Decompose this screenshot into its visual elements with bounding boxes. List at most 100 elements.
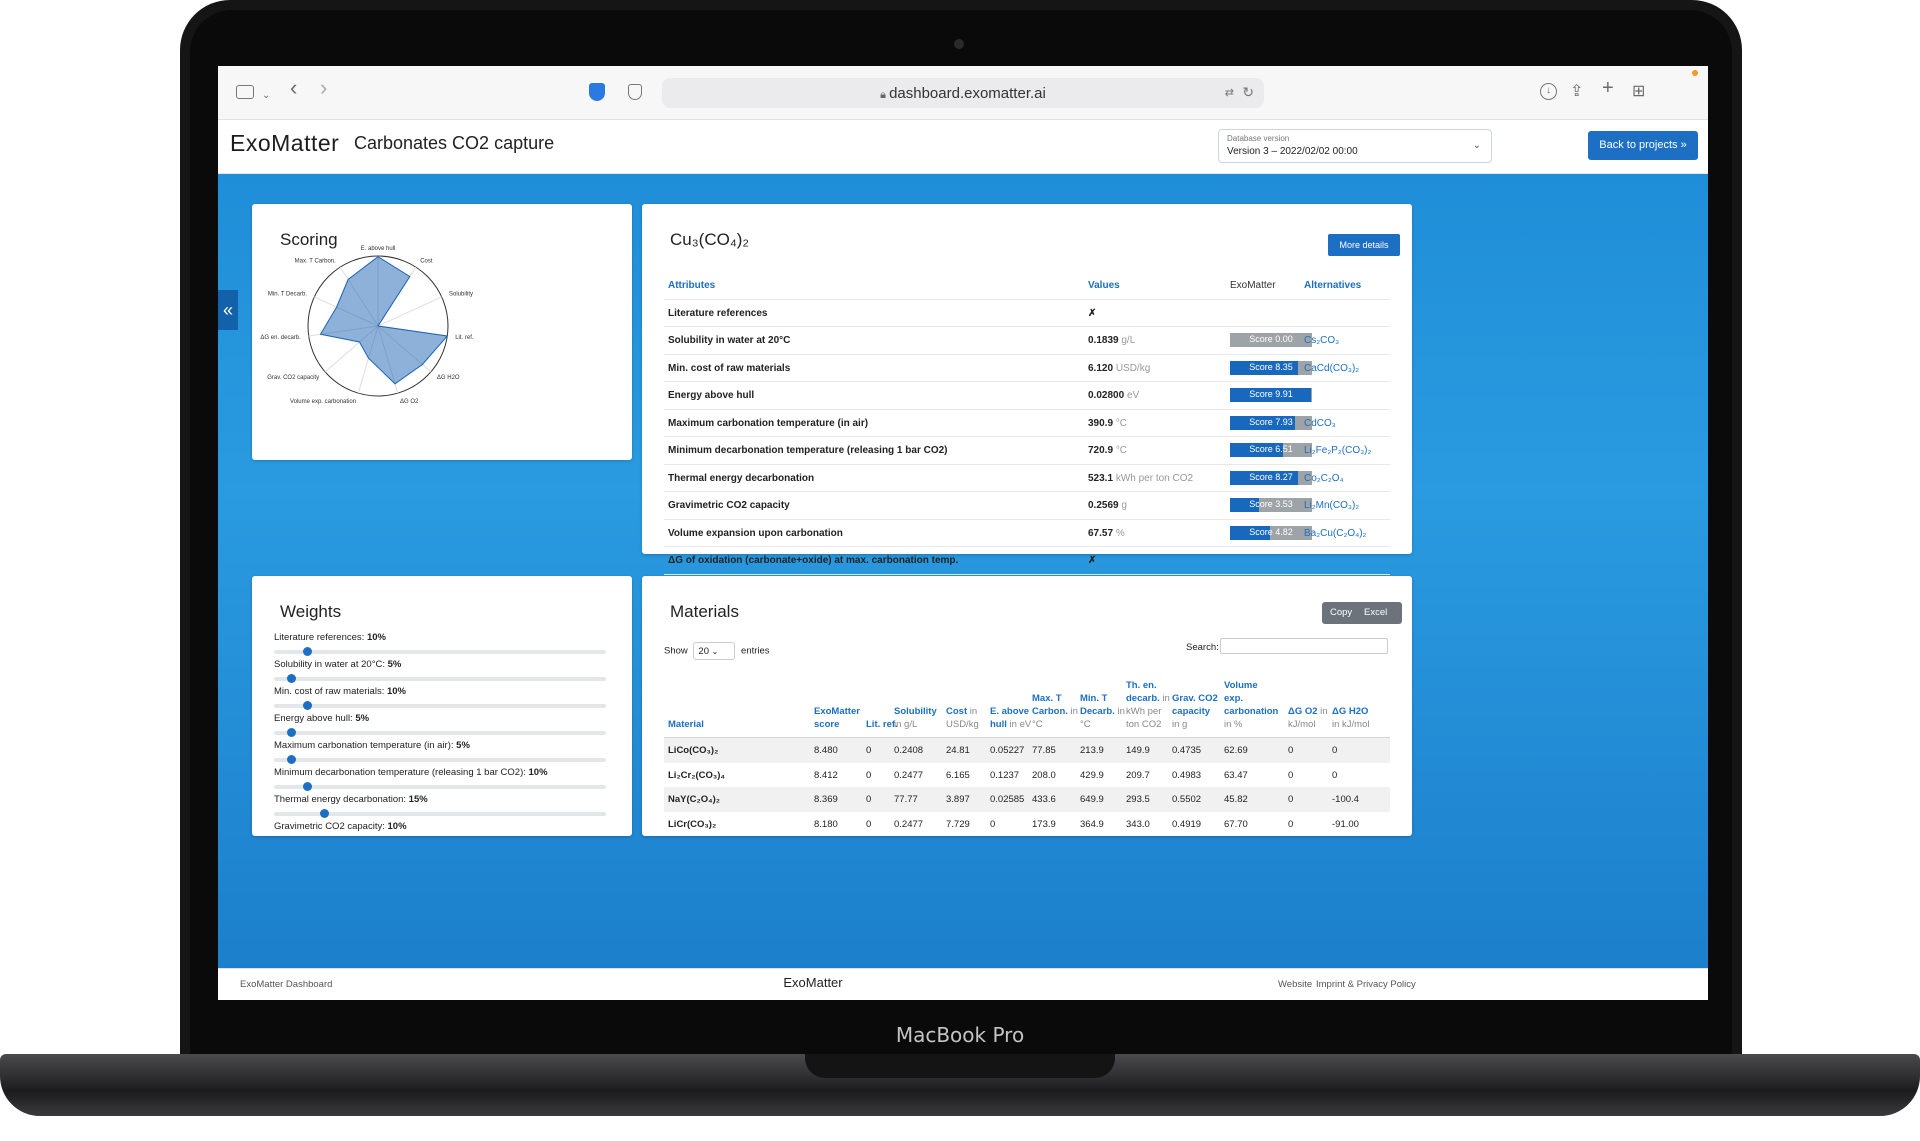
- table-cell: 77.85: [1032, 745, 1056, 756]
- details-row: Gravimetric CO2 capacity 0.2569 g Score 3.…: [664, 492, 1390, 520]
- imprint-link[interactable]: Imprint & Privacy Policy: [1316, 979, 1416, 990]
- column-header[interactable]: Cost in USD/kg: [946, 705, 992, 731]
- attribute-value: 0.2569 g: [1088, 500, 1127, 511]
- value-unit: eV: [1126, 390, 1140, 401]
- more-details-button[interactable]: More details: [1328, 234, 1400, 256]
- slider-thumb[interactable]: [286, 728, 296, 737]
- score-label: Score 8.27: [1249, 471, 1293, 482]
- content-area: « Scoring E. above hull Cost Solubility Lit…: [218, 174, 1708, 968]
- alternative-link[interactable]: Ba₂Cu(C₂O₄)₂: [1304, 527, 1367, 539]
- table-cell: 6.165: [946, 769, 970, 781]
- value-number: 523.1: [1088, 472, 1114, 484]
- value-number: 0.1839: [1088, 335, 1119, 346]
- page-title: Carbonates CO2 capture: [354, 133, 555, 153]
- back-icon[interactable]: ‹: [290, 75, 298, 100]
- slider-thumb[interactable]: [319, 809, 329, 818]
- footer-logo[interactable]: ExoMatter: [783, 975, 843, 990]
- column-name: Material: [668, 719, 704, 730]
- weight-slider[interactable]: [274, 782, 606, 791]
- back-to-projects-button[interactable]: Back to projects »: [1588, 131, 1698, 160]
- weight-slider[interactable]: [274, 809, 606, 818]
- column-header[interactable]: Th. en. decarb. in kWh per ton CO2: [1126, 679, 1172, 731]
- privacy-shield-icon[interactable]: [628, 84, 642, 100]
- table-row[interactable]: LiCo(CO₃)₂ 8.480 0 0.2408 24.81 0.05227 77.85 2…: [664, 738, 1390, 763]
- alternative-link[interactable]: Co₂C₂O₄: [1304, 472, 1344, 484]
- alternative-link[interactable]: CaCd(CO₃)₂: [1304, 362, 1360, 374]
- weight-slider[interactable]: [274, 674, 606, 683]
- weight-slider[interactable]: [274, 755, 606, 764]
- slider-thumb[interactable]: [303, 701, 313, 710]
- exomatter-logo[interactable]: ExoMatter: [230, 130, 340, 156]
- copy-button[interactable]: Copy: [1330, 607, 1353, 618]
- table-cell: 0.4735: [1172, 745, 1202, 756]
- table-row[interactable]: NaY(C₂O₄)₂ 8.369 0 77.77 3.897 0.02585 433.6 64…: [664, 787, 1390, 812]
- column-header[interactable]: Min. T Decarb. in °C: [1080, 692, 1126, 731]
- alternative-link[interactable]: Li₂Mn(CO₃)₂: [1304, 500, 1360, 511]
- table-row[interactable]: LiCr(CO₃)₂ 8.180 0 0.2477 7.729 0 173.9 364.9 34…: [664, 812, 1390, 837]
- column-header[interactable]: Material: [668, 718, 798, 731]
- excel-button[interactable]: Excel: [1364, 607, 1388, 618]
- table-cell: 0.2477: [894, 818, 924, 830]
- attribute-value: 67.57 %: [1088, 528, 1125, 539]
- browser-toolbar: ⌄ ‹ › 🔒︎ dashboard.exomatter.ai ⇄ ↻ ↓ ⇪ …: [218, 66, 1708, 120]
- sidebar-toggle-icon[interactable]: [236, 85, 254, 99]
- table-cell: 0: [866, 818, 872, 830]
- slider-thumb[interactable]: [303, 647, 313, 656]
- table-cell: 0.5502: [1172, 794, 1202, 805]
- weight-slider[interactable]: [274, 647, 606, 656]
- database-version-select[interactable]: Database version Version 3 – 2022/02/02 …: [1218, 129, 1492, 163]
- materials-table-body: LiCo(CO₃)₂ 8.480 0 0.2408 24.81 0.05227 77.85 2…: [664, 738, 1390, 836]
- weight-item: Energy above hull: 5%: [274, 713, 606, 737]
- weight-pct: 10%: [387, 821, 407, 832]
- header-attributes[interactable]: Attributes: [668, 280, 716, 291]
- alternative-link[interactable]: Cs₂CO₃: [1304, 335, 1340, 346]
- table-row[interactable]: Li₂Cr₂(CO₃)₄ 8.412 0 0.2477 6.165 0.1237 208.0…: [664, 763, 1390, 788]
- column-header[interactable]: Max. T Carbon. in °C: [1032, 692, 1078, 731]
- materials-table-header: Material ExoMatter score Lit. ref. Solub…: [664, 670, 1390, 738]
- slider-thumb[interactable]: [303, 782, 313, 791]
- value-number: 6.120: [1088, 362, 1114, 374]
- new-tab-icon[interactable]: +: [1602, 77, 1614, 99]
- alternative-link[interactable]: CdCO₃: [1304, 417, 1336, 429]
- password-manager-icon[interactable]: [589, 83, 605, 101]
- tab-overview-icon[interactable]: ⊞: [1632, 83, 1646, 100]
- website-link[interactable]: Website: [1278, 979, 1313, 990]
- weight-name: Literature references:: [274, 632, 365, 643]
- column-name: Lit. ref.: [866, 719, 898, 730]
- collapse-sidebar-button[interactable]: «: [218, 290, 238, 330]
- table-cell: 0: [1332, 769, 1338, 781]
- status-dot: [1692, 70, 1698, 76]
- weight-item: Literature references: 10%: [274, 632, 606, 656]
- column-header[interactable]: ΔG O2 in kJ/mol: [1288, 705, 1334, 731]
- column-header[interactable]: E. above hull in eV: [990, 705, 1036, 731]
- column-header[interactable]: ΔG H2O in kJ/mol: [1332, 705, 1378, 731]
- column-header[interactable]: Lit. ref.: [866, 718, 912, 731]
- materials-card: Materials Copy Excel Show 20 ⌄ entries S…: [642, 576, 1412, 836]
- weight-slider[interactable]: [274, 728, 606, 737]
- value-number: ✗: [1088, 555, 1097, 566]
- entries-select[interactable]: 20 ⌄: [693, 642, 736, 660]
- alternative-link[interactable]: Li₂Fe₂P₂(CO₃)₂: [1304, 445, 1372, 456]
- search-input[interactable]: [1220, 638, 1388, 654]
- column-header[interactable]: Volume exp. carbonation in %: [1224, 679, 1278, 731]
- column-header[interactable]: ExoMatter score: [814, 705, 860, 731]
- table-cell: 8.412: [814, 769, 838, 781]
- header-alternatives[interactable]: Alternatives: [1304, 280, 1362, 291]
- share-icon[interactable]: ⇪: [1570, 83, 1584, 100]
- attribute-label: Energy above hull: [668, 390, 755, 401]
- column-header[interactable]: Grav. CO2 capacity in g: [1172, 692, 1218, 731]
- table-cell: 0.05227: [990, 745, 1025, 756]
- slider-thumb[interactable]: [286, 674, 296, 683]
- weight-slider[interactable]: [274, 701, 606, 710]
- table-cell: -91.00: [1332, 818, 1359, 830]
- header-values[interactable]: Values: [1088, 280, 1120, 291]
- translate-icon[interactable]: ⇄: [1224, 87, 1234, 99]
- download-icon[interactable]: ↓: [1540, 83, 1557, 100]
- column-header[interactable]: Solubility in g/L: [894, 705, 940, 731]
- reload-icon[interactable]: ↻: [1242, 84, 1254, 100]
- weight-name: Energy above hull:: [274, 713, 353, 724]
- forward-icon[interactable]: ›: [320, 75, 328, 100]
- address-bar[interactable]: 🔒︎ dashboard.exomatter.ai ⇄ ↻: [662, 78, 1264, 108]
- slider-thumb[interactable]: [286, 755, 296, 764]
- chevron-down-icon[interactable]: ⌄: [262, 90, 271, 101]
